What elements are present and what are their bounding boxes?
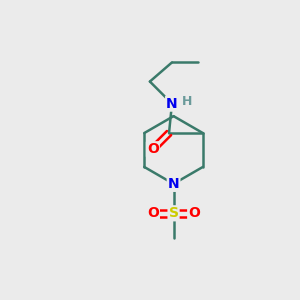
Text: N: N: [166, 97, 178, 111]
Text: H: H: [182, 95, 192, 108]
Text: S: S: [169, 206, 178, 220]
Text: O: O: [147, 142, 159, 156]
Text: O: O: [147, 206, 159, 220]
Text: O: O: [188, 206, 200, 220]
Text: N: N: [168, 177, 179, 191]
